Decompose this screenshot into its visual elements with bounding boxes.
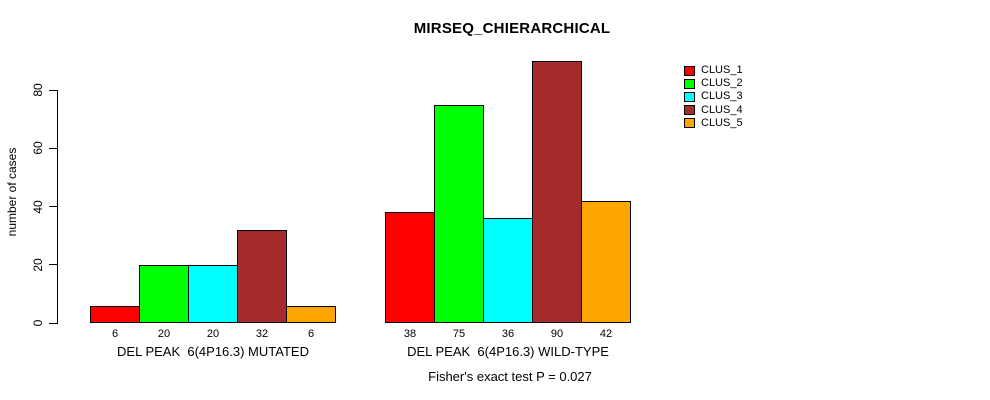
legend-item-clus_3: CLUS_3 (684, 90, 743, 103)
bar-group (90, 0, 336, 323)
legend-label: CLUS_5 (701, 116, 743, 129)
bar-value-label: 36 (501, 328, 515, 340)
y-tick-label: 40 (31, 199, 45, 214)
y-tick-label: 80 (31, 83, 45, 97)
bar-value-label: 75 (452, 328, 466, 340)
bar-value-labels: 6 20 20 32 6 (90, 328, 336, 340)
bar-value-label: 42 (599, 328, 613, 340)
legend-item-clus_1: CLUS_1 (684, 64, 743, 77)
bar-clus_2 (434, 105, 484, 323)
y-tick-mark (49, 322, 57, 324)
bar-clus_5 (581, 201, 631, 323)
bar-clus_1 (90, 306, 140, 323)
legend-swatch (684, 91, 695, 102)
category-label: DEL PEAK 6(4P16.3) WILD-TYPE (407, 344, 609, 359)
legend-item-clus_4: CLUS_4 (684, 104, 743, 117)
legend-item-clus_2: CLUS_2 (684, 77, 743, 90)
chart-title: MIRSEQ_CHIERARCHICAL (413, 20, 611, 37)
legend-swatch (684, 105, 695, 116)
bar-clus_3 (188, 265, 238, 323)
y-tick-mark (49, 264, 57, 266)
y-tick-mark (49, 89, 57, 91)
bar-group (385, 0, 631, 323)
bar-value-label: 20 (206, 328, 220, 340)
legend-label: CLUS_1 (701, 64, 743, 77)
y-tick-label: 20 (31, 258, 45, 272)
y-tick-label: 0 (31, 319, 45, 327)
legend-item-clus_5: CLUS_5 (684, 117, 743, 130)
bar-value-label: 6 (111, 328, 119, 340)
y-axis-line (57, 90, 58, 324)
bar-value-label: 38 (403, 328, 417, 340)
bar-value-label: 32 (255, 328, 269, 340)
bar-value-label: 20 (157, 328, 171, 340)
legend: CLUS_1 CLUS_2 CLUS_3 CLUS_4 CLUS_5 (684, 64, 743, 130)
bar-clus_1 (385, 212, 435, 323)
bar-clus_4 (237, 230, 287, 323)
legend-label: CLUS_2 (701, 77, 743, 90)
bar-clus_4 (532, 61, 582, 323)
y-axis-label: number of cases (5, 147, 19, 237)
legend-swatch (684, 118, 695, 129)
bar-value-labels: 38 75 36 90 42 (385, 328, 631, 340)
bar-clus_2 (139, 265, 189, 323)
y-tick-label: 60 (31, 141, 45, 155)
legend-label: CLUS_3 (701, 90, 743, 103)
bar-clus_5 (286, 306, 336, 323)
bar-value-label: 6 (307, 328, 315, 340)
category-label: DEL PEAK 6(4P16.3) MUTATED (117, 344, 309, 359)
legend-swatch (684, 65, 695, 76)
y-tick-mark (49, 206, 57, 207)
legend-label: CLUS_4 (701, 103, 743, 116)
y-tick-mark (49, 147, 57, 149)
legend-swatch (684, 78, 695, 89)
bar-value-label: 90 (550, 328, 564, 340)
fisher-test-annotation: Fisher's exact test P = 0.027 (428, 369, 592, 384)
bar-clus_3 (483, 218, 533, 323)
